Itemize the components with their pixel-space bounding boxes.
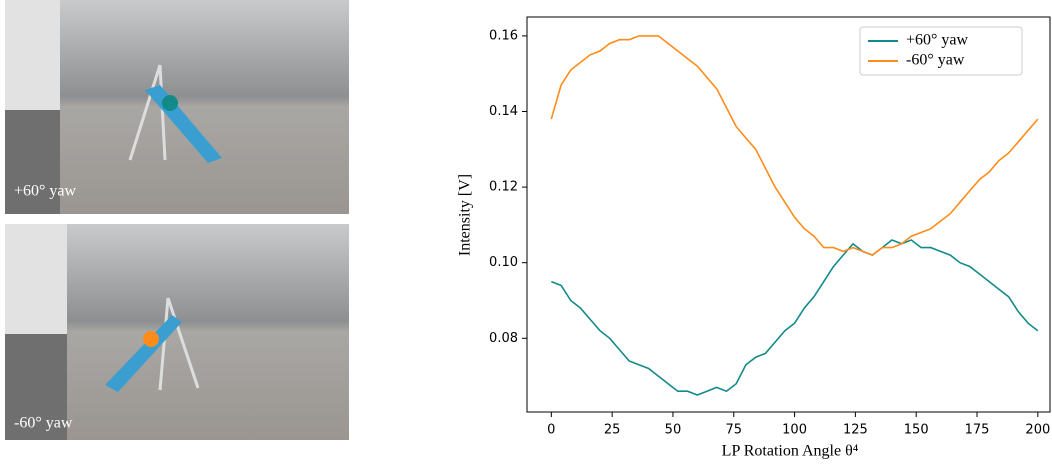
x-tick-label: 200 [1025,423,1050,438]
photo-bottom: -60° yaw [5,224,349,440]
photo-label: +60° yaw [14,183,77,200]
y-tick-label: 0.16 [489,28,518,43]
x-tick-label: 75 [725,423,742,438]
y-tick-label: 0.14 [489,104,518,119]
series-line [551,239,1039,396]
x-tick-label: 0 [547,423,555,438]
x-tick-label: 25 [604,423,621,438]
x-tick-label: 50 [665,423,682,438]
y-tick-label: 0.08 [489,331,518,346]
x-tick-label: 175 [965,423,990,438]
legend-box [859,26,1023,76]
x-axis-label: LP Rotation Angle θ⁴ [722,443,859,460]
y-axis-label: Intensity [V] [457,174,474,256]
series-line [550,35,1039,257]
x-tick-label: 150 [904,423,929,438]
y-tick-label: 0.10 [489,255,518,270]
legend-label: +60° yaw [906,32,969,49]
photo-top: +60° yaw [5,0,349,214]
y-tick-label: 0.12 [489,180,518,195]
legend-label: -60° yaw [906,52,965,69]
x-tick-label: 100 [782,423,807,438]
plot-frame [526,16,1051,413]
x-tick-label: 125 [843,423,868,438]
photo-label: -60° yaw [14,415,73,432]
